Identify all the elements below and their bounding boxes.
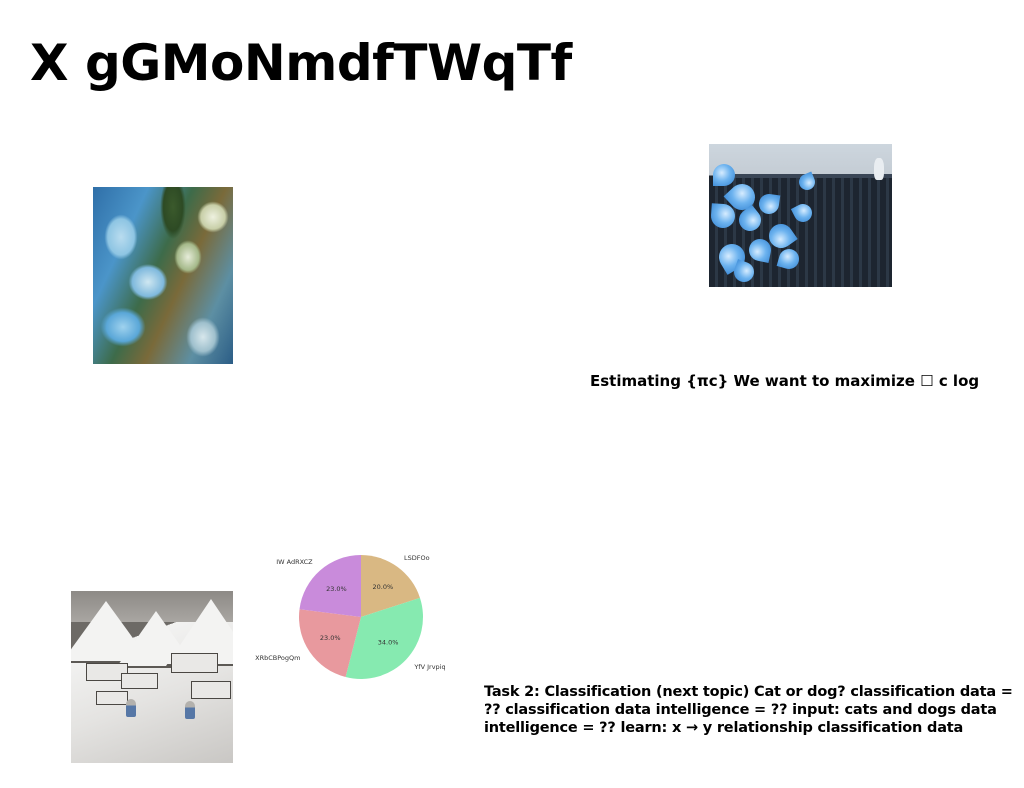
- pie-slice-2: [299, 609, 361, 678]
- slide-title: X gGMoNmdfTWqTf: [30, 34, 572, 92]
- abstract-painting-image: [93, 187, 233, 364]
- pie-chart: 20.0% LSDFOo 34.0% YfV Jrvpiq 23.0% XRbCBPogQ…: [255, 554, 445, 679]
- task-text: Task 2: Classification (next topic) Cat …: [484, 684, 1013, 736]
- pie-pct-label-3: 23.0%: [326, 585, 347, 593]
- snow-village-image: [71, 591, 233, 763]
- pie-category-label-3: IW AdRXCZ: [276, 558, 313, 566]
- pie-category-label-2: XRbCBPogQm: [255, 654, 300, 662]
- pie-pct-label-0: 20.0%: [373, 583, 394, 591]
- blue-flowers-image: [709, 144, 892, 287]
- pie-slice-0: [361, 555, 420, 617]
- pie-slice-1: [345, 597, 423, 679]
- pie-pct-label-1: 34.0%: [378, 638, 399, 646]
- pie-pct-label-2: 23.0%: [320, 634, 341, 642]
- estimating-text: Estimating {πc} We want to maximize ☐ c …: [590, 372, 980, 390]
- pie-slice-3: [299, 555, 361, 617]
- pie-category-label-0: LSDFOo: [404, 554, 430, 562]
- pie-category-label-1: YfV Jrvpiq: [413, 663, 445, 671]
